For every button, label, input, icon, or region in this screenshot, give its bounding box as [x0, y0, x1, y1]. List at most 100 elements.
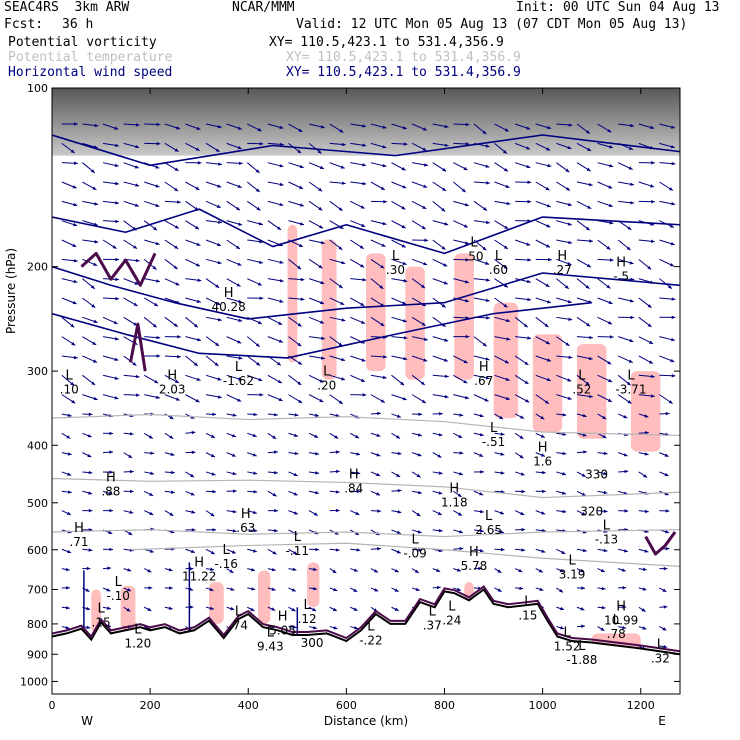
x-tick-label: 200	[140, 699, 161, 712]
wind-vector-head	[312, 607, 317, 612]
wind-vector-head	[332, 569, 337, 573]
wind-vector-head	[603, 490, 608, 495]
wind-vector-head	[421, 225, 426, 230]
wind-vector-head	[464, 280, 469, 284]
wind-vector-head	[417, 453, 422, 457]
wind-vector-head	[502, 149, 507, 154]
wind-vector-head	[401, 206, 406, 210]
header-valid: Valid: 12 UTC Mon 05 Aug 13 (07 CDT Mon …	[296, 17, 688, 32]
wind-vector-head	[647, 304, 652, 308]
wind-vector-head	[319, 225, 324, 229]
wind-vector-head	[88, 508, 93, 513]
wind-vector-head	[621, 568, 626, 572]
extremum-value: 11.22	[182, 569, 216, 583]
wind-vector-head	[135, 393, 140, 397]
wind-vector-head	[196, 377, 201, 381]
wind-vector-head	[362, 393, 367, 397]
wind-vector-head	[524, 380, 529, 385]
x-tick-label: 1200	[627, 699, 655, 712]
wind-vector-head	[479, 548, 484, 553]
wind-vector-head	[335, 548, 340, 552]
wind-vector-head	[209, 587, 214, 592]
wind-vector-head	[648, 360, 653, 364]
wind-vector-head	[503, 265, 508, 269]
wind-vector-head	[589, 394, 593, 399]
wind-vector-head	[94, 123, 99, 128]
wind-vector-head	[546, 204, 551, 208]
wind-vector-head	[65, 567, 70, 572]
wind-vector-head	[231, 453, 236, 457]
wind-vector-head	[581, 511, 586, 516]
wind-vector-head	[521, 527, 526, 532]
wind-vector-head	[197, 161, 202, 165]
wind-vector-head	[568, 355, 573, 360]
wind-vector-head	[293, 472, 298, 477]
wind-vector-head	[255, 188, 260, 193]
wind-vector-head	[334, 531, 339, 535]
wind-vector-head	[414, 569, 419, 574]
wind-vector-head	[210, 434, 215, 438]
wind-vector-head	[299, 203, 304, 207]
wind-vector-head	[114, 357, 119, 361]
wind-vector-head	[567, 299, 572, 304]
extremum-marker-l: L	[367, 619, 375, 634]
wind-vector-head	[214, 362, 219, 367]
wind-vector-head	[526, 279, 531, 284]
wind-vector-head	[271, 587, 276, 591]
wind-vector-head	[272, 435, 277, 439]
wind-vector-head	[72, 185, 77, 189]
wind-vector-head	[153, 226, 158, 231]
wind-vector-head	[85, 588, 90, 592]
wind-vector-head	[71, 341, 76, 346]
wind-vector-head	[581, 492, 586, 496]
wind-vector-head	[320, 300, 325, 305]
x-tick-label: 600	[336, 699, 357, 712]
extremum-value: -3.71	[615, 383, 646, 397]
extremum-value: 5.05	[269, 624, 296, 638]
extremum-marker-h: H	[616, 256, 626, 271]
wind-vector-head	[218, 162, 222, 166]
wind-vector-head	[279, 202, 284, 207]
wind-vector-head	[233, 489, 237, 493]
wind-vector-head	[252, 453, 257, 457]
wind-vector-head	[279, 163, 284, 168]
wind-vector-head	[380, 264, 385, 269]
wind-vector-head	[313, 512, 318, 516]
extremum-marker-h: H	[74, 521, 84, 536]
wind-vector-head	[294, 413, 299, 417]
extremum-marker-l: L	[66, 369, 74, 384]
wind-vector-head	[237, 184, 242, 188]
wind-vector-head	[114, 376, 119, 380]
y-tick-label: 300	[27, 365, 48, 378]
wind-vector-head	[644, 414, 649, 418]
wind-vector-head	[107, 566, 112, 571]
extremum-marker-h: H	[449, 481, 459, 496]
wind-vector-head	[456, 568, 461, 572]
extremum-marker-l: L	[470, 236, 478, 251]
extremum-value: .24	[442, 614, 461, 628]
wind-vector-head	[210, 567, 214, 571]
wind-vector-head	[257, 320, 262, 324]
wind-vector-head	[356, 471, 361, 475]
wind-vector-head	[319, 165, 324, 169]
wind-vector-head	[259, 393, 264, 397]
wind-vector-head	[644, 509, 649, 514]
extremum-value: .52	[572, 383, 591, 397]
wind-vector-head	[73, 259, 78, 263]
wind-vector-head	[422, 147, 427, 151]
wind-vector-head	[525, 399, 530, 403]
extremum-value: .30	[386, 263, 405, 277]
wind-vector-head	[353, 568, 358, 572]
wind-vector-head	[217, 242, 221, 247]
wind-vector-head	[664, 472, 669, 477]
wind-vector-head	[465, 258, 470, 262]
wind-vector-head	[465, 122, 470, 127]
wind-vector-head	[545, 244, 550, 248]
wind-vector-head	[190, 492, 195, 496]
wind-vector-head	[421, 399, 426, 403]
wind-vector-head	[622, 586, 627, 590]
wind-vector-head	[669, 263, 674, 267]
wind-vector-head	[582, 548, 587, 553]
extremum-marker-l: L	[267, 625, 275, 640]
